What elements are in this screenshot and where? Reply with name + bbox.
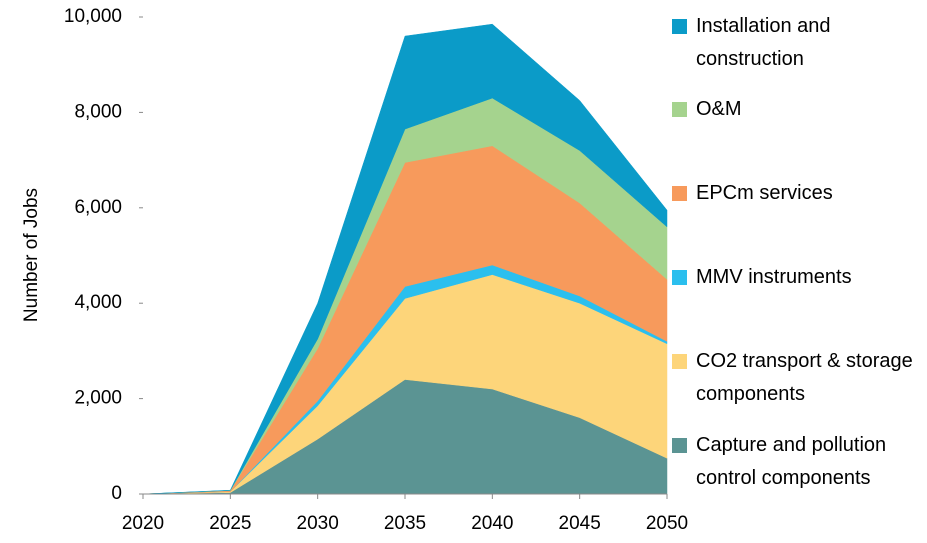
- legend-item: EPCm services: [672, 177, 927, 210]
- x-tick-label: 2040: [471, 513, 513, 534]
- legend-swatch: [672, 19, 687, 34]
- x-tick-label: 2030: [297, 513, 339, 534]
- legend-item: MMV instruments: [672, 261, 927, 294]
- legend-label: O&M: [696, 98, 742, 120]
- legend-swatch: [672, 270, 687, 285]
- y-tick-label: 4,000: [74, 292, 122, 313]
- y-tick-label: 6,000: [74, 197, 122, 218]
- legend-swatch: [672, 186, 687, 201]
- legend-label: EPCm services: [696, 182, 833, 204]
- y-tick-label: 0: [111, 483, 122, 504]
- legend-label: Capture and pollution control components: [696, 434, 887, 489]
- legend-item: Installation and construction: [672, 10, 927, 76]
- x-tick-label: 2050: [646, 513, 688, 534]
- legend-label: MMV instruments: [696, 266, 852, 288]
- legend-label: CO2 transport & storage components: [696, 350, 913, 405]
- y-tick-label: 10,000: [64, 6, 122, 27]
- y-tick-label: 8,000: [74, 101, 122, 122]
- x-tick-label: 2020: [122, 513, 164, 534]
- legend-swatch: [672, 354, 687, 369]
- legend-item: Capture and pollution control components: [672, 429, 927, 495]
- x-tick-label: 2035: [384, 513, 426, 534]
- legend-item: CO2 transport & storage components: [672, 345, 927, 411]
- y-tick-label: 2,000: [74, 388, 122, 409]
- x-tick-label: 2045: [559, 513, 601, 534]
- y-axis-label: Number of Jobs: [21, 188, 42, 322]
- legend-swatch: [672, 102, 687, 117]
- x-tick-label: 2025: [209, 513, 251, 534]
- legend-label: Installation and construction: [696, 15, 831, 70]
- legend-swatch: [672, 438, 687, 453]
- area: [142, 23, 668, 495]
- legend-item: O&M: [672, 93, 927, 126]
